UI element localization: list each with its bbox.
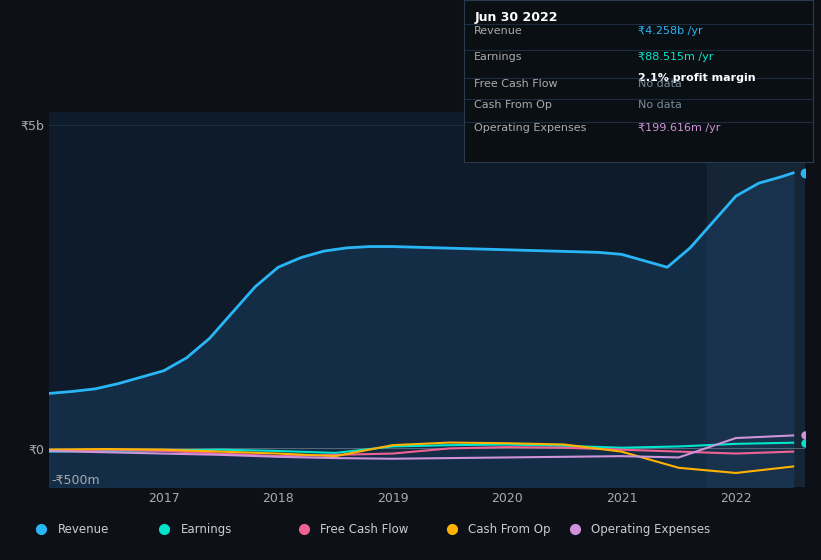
Text: Revenue: Revenue xyxy=(57,522,109,536)
Text: ₹88.515m /yr: ₹88.515m /yr xyxy=(639,52,713,62)
Text: ₹4.258b /yr: ₹4.258b /yr xyxy=(639,26,703,36)
Bar xyxy=(708,112,805,487)
Text: Free Cash Flow: Free Cash Flow xyxy=(320,522,409,536)
Text: Revenue: Revenue xyxy=(475,26,523,36)
Text: ₹199.616m /yr: ₹199.616m /yr xyxy=(639,123,721,133)
Text: Jun 30 2022: Jun 30 2022 xyxy=(475,11,557,25)
Text: Earnings: Earnings xyxy=(475,52,523,62)
Text: Earnings: Earnings xyxy=(181,522,232,536)
Text: No data: No data xyxy=(639,100,682,110)
Text: Operating Expenses: Operating Expenses xyxy=(591,522,710,536)
Text: Free Cash Flow: Free Cash Flow xyxy=(475,80,558,90)
Text: 2.1% profit margin: 2.1% profit margin xyxy=(639,73,756,83)
Text: -₹500m: -₹500m xyxy=(52,474,100,487)
Text: Cash From Op: Cash From Op xyxy=(475,100,553,110)
Text: Cash From Op: Cash From Op xyxy=(468,522,550,536)
Text: Operating Expenses: Operating Expenses xyxy=(475,123,587,133)
Text: No data: No data xyxy=(639,80,682,90)
